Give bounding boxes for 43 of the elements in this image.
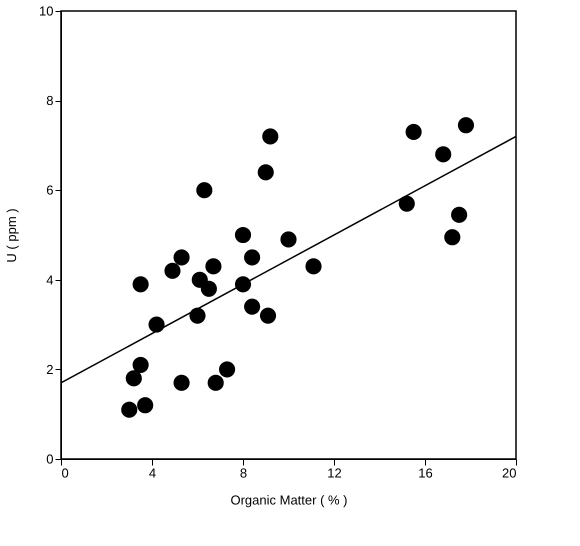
point: [406, 124, 422, 140]
x-tick-label: 16: [418, 466, 433, 480]
point: [189, 308, 206, 324]
x-tick-label: 12: [327, 466, 342, 480]
point: [458, 117, 474, 134]
point: [200, 280, 217, 297]
point: [208, 374, 224, 391]
x-tick-label: 8: [240, 466, 248, 480]
point: [244, 249, 260, 266]
point: [132, 356, 149, 373]
point: [137, 397, 154, 414]
point: [174, 249, 190, 266]
point: [451, 206, 468, 223]
point: [444, 229, 460, 246]
point: [260, 308, 276, 324]
point: [398, 196, 415, 212]
x-tick-label: 4: [148, 466, 156, 480]
point: [262, 128, 278, 144]
point: [126, 370, 142, 386]
x-tick-label: 0: [62, 466, 69, 480]
y-tick-label: 0: [46, 452, 54, 466]
point: [174, 374, 190, 391]
point: [258, 164, 274, 180]
y-tick-label: 10: [39, 4, 54, 18]
point: [305, 258, 322, 274]
y-tick-label: 2: [46, 362, 54, 377]
point: [121, 402, 138, 418]
point: [219, 361, 236, 378]
point: [132, 276, 149, 292]
x-axis-title: Organic Matter ( % ): [230, 492, 348, 508]
y-axis-title: U ( ppm ): [4, 208, 20, 263]
x-tick-label: 20: [502, 466, 516, 480]
point: [148, 316, 165, 333]
point: [280, 231, 297, 248]
point: [196, 182, 212, 198]
point: [435, 146, 452, 162]
point: [244, 298, 260, 315]
point: [164, 262, 181, 279]
point: [234, 226, 252, 244]
y-tick-label: 6: [46, 182, 54, 198]
y-tick-label: 8: [46, 93, 54, 108]
point: [205, 258, 222, 274]
y-tick-label: 4: [46, 272, 54, 288]
